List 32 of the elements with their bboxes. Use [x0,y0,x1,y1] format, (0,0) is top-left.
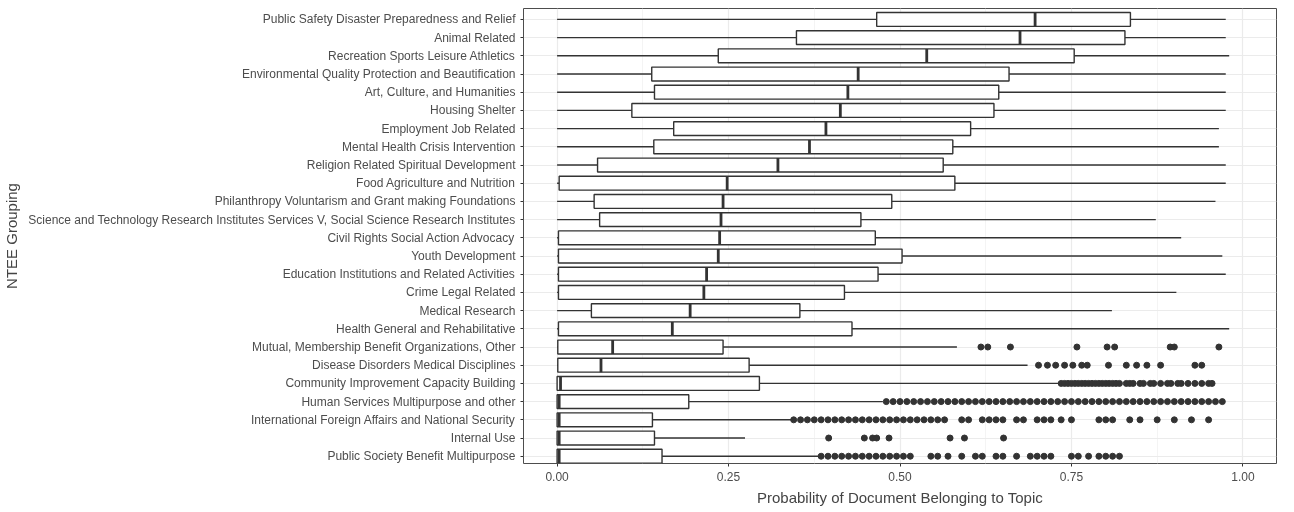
x-tick-label: 0.75 [1059,469,1084,484]
y-tick-label: Youth Development [411,249,517,264]
y-tick-label: Employment Job Related [381,121,516,136]
y-tick-label: Crime Legal Related [406,285,516,300]
y-tick-label: Medical Research [419,303,516,318]
y-tick-label: Disease Disorders Medical Disciplines [312,358,516,373]
x-tick-label: 1.00 [1231,469,1255,484]
y-tick-label: Philanthropy Voluntarism and Grant making Foundations [214,194,516,209]
y-tick-label: Environmental Quality Protection and Beautification [242,67,516,82]
y-tick-label: Internal Use [450,431,516,446]
x-tick-label: 0.50 [888,469,912,484]
y-tick-label: International Foreign Affairs and National Security [250,412,515,427]
y-tick-label: Art, Culture, and Humanities [364,85,516,100]
y-tick-label: Mental Health Crisis Intervention [342,139,516,154]
y-tick-label: Housing Shelter [430,103,516,118]
y-tick-label: Civil Rights Social Action Advocacy [327,230,515,245]
y-tick-label: Public Safety Disaster Preparedness and Relief [262,12,517,27]
y-tick-label: Science and Technology Research Institutes Services V, Social Science Research Institutes [28,212,516,227]
y-tick-label: Animal Related [434,30,516,45]
y-tick-label: Food Agriculture and Nutrition [356,176,515,191]
x-tick-label: 0.00 [545,469,570,484]
y-tick-label: Religion Related Spiritual Development [306,158,517,173]
y-tick-label: Mutual, Membership Benefit Organizations, Other [252,340,516,355]
y-tick-label: Community Improvement Capacity Building [285,376,516,391]
y-tick-label: Education Institutions and Related Activities [282,267,515,282]
y-tick-label: Health General and Rehabilitative [336,321,516,336]
y-axis-title: NTEE Grouping [3,183,21,289]
x-axis-title: Probability of Document Belonging to Topic [757,488,1044,506]
y-tick-label: Recreation Sports Leisure Athletics [328,48,515,63]
x-tick-label: 0.25 [716,469,741,484]
y-tick-label: Public Society Benefit Multipurpose [327,449,516,464]
y-tick-label: Human Services Multipurpose and other [301,394,516,409]
